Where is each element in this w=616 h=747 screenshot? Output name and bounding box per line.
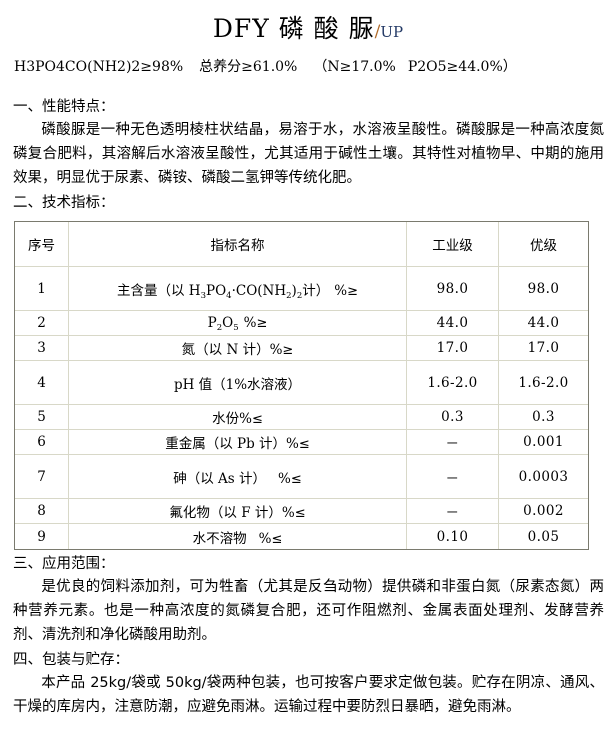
row-industrial: 17.0: [407, 336, 499, 361]
row-premium: 0.05: [499, 524, 588, 549]
table-row: 3 氮（以 N 计）%≥ 17.0 17.0: [15, 336, 588, 361]
table-row: 6 重金属（以 Pb 计）%≤ － 0.001: [15, 430, 588, 455]
table-row: 7 砷（以 As 计） %≤ － 0.0003: [15, 455, 588, 499]
row-name: 氮（以 N 计）%≥: [69, 336, 407, 361]
table-header-name: 指标名称: [69, 222, 407, 267]
row-no: 3: [15, 336, 69, 361]
table-header-premium: 优级: [499, 222, 588, 267]
row-premium: 98.0: [499, 267, 588, 311]
section-paragraph-performance: 磷酸脲是一种无色透明棱柱状结晶，易溶于水，水溶液呈酸性。磷酸脲是一种高浓度氮磷复…: [0, 118, 616, 190]
section-heading-application: 三、应用范围：: [13, 556, 115, 572]
row-name: 水不溶物 %≤: [69, 524, 407, 549]
row-industrial: 98.0: [407, 267, 499, 311]
row-industrial: 1.6-2.0: [407, 361, 499, 405]
row-premium: 0.001: [499, 430, 588, 455]
page-title-separator: /: [374, 22, 381, 42]
row-premium: 0.0003: [499, 455, 588, 499]
table-row: 1 主含量（以 H3PO4·CO(NH2)2计） %≥ 98.0 98.0: [15, 267, 588, 311]
section-heading-specs: 二、技术指标：: [13, 195, 115, 211]
row-premium: 1.6-2.0: [499, 361, 588, 405]
row-premium: 17.0: [499, 336, 588, 361]
row-premium: 0.002: [499, 499, 588, 524]
row-industrial: 0.3: [407, 405, 499, 430]
row-no: 7: [15, 455, 69, 499]
page-title-sub: UP: [380, 23, 404, 41]
row-name: pH 值（1%水溶液）: [69, 361, 407, 405]
section-paragraph-application: 是优良的饲料添加剂，可为牲畜（尤其是反刍动物）提供磷和非蛋白氮（尿素态氮）两种营…: [0, 575, 616, 647]
row-name: 氟化物（以 F 计）%≤: [69, 499, 407, 524]
section-heading-performance: 一、性能特点：: [13, 99, 115, 115]
row-industrial: 44.0: [407, 311, 499, 336]
formula-part-p2o5: P2O5≥44.0%）: [407, 59, 517, 75]
table-row: 5 水份%≤ 0.3 0.3: [15, 405, 588, 430]
row-industrial: －: [407, 499, 499, 524]
row-no: 8: [15, 499, 69, 524]
table-row: 4 pH 值（1%水溶液） 1.6-2.0 1.6-2.0: [15, 361, 588, 405]
row-no: 5: [15, 405, 69, 430]
row-name: 水份%≤: [69, 405, 407, 430]
row-no: 6: [15, 430, 69, 455]
row-name: P2O5 %≥: [69, 311, 407, 336]
row-name: 重金属（以 Pb 计）%≤: [69, 430, 407, 455]
table-header-row: 序号 指标名称 工业级 优级: [15, 222, 588, 267]
section-heading-packaging: 四、包装与贮存：: [13, 652, 129, 668]
table-row: 2 P2O5 %≥ 44.0 44.0: [15, 311, 588, 336]
section-paragraph-application-text: 是优良的饲料添加剂，可为牲畜（尤其是反刍动物）提供磷和非蛋白氮（尿素态氮）两种营…: [13, 579, 604, 643]
row-name: 主含量（以 H3PO4·CO(NH2)2计） %≥: [69, 267, 407, 311]
row-industrial: 0.10: [407, 524, 499, 549]
row-premium: 0.3: [499, 405, 588, 430]
row-no: 4: [15, 361, 69, 405]
row-no: 1: [15, 267, 69, 311]
row-no: 9: [15, 524, 69, 549]
section-paragraph-performance-text: 磷酸脲是一种无色透明棱柱状结晶，易溶于水，水溶液呈酸性。磷酸脲是一种高浓度氮磷复…: [13, 122, 604, 186]
spec-table: 序号 指标名称 工业级 优级 1 主含量（以 H3PO4·CO(NH2)2计）%…: [14, 221, 589, 550]
page-title: DFY 磷 酸 脲/UP: [0, 0, 616, 43]
section-paragraph-packaging: 本产品 25kg/袋或 50kg/袋两种包装，也可按客户要求定做包装。贮存在阴凉…: [0, 671, 616, 719]
table-header-industrial: 工业级: [407, 222, 499, 267]
row-name: 砷（以 As 计） %≤: [69, 455, 407, 499]
section-paragraph-packaging-text: 本产品 25kg/袋或 50kg/袋两种包装，也可按客户要求定做包装。贮存在阴凉…: [13, 675, 604, 715]
formula-part-total-nutrient: 总养分≥61.0%: [199, 59, 298, 75]
spec-table-container: 序号 指标名称 工业级 优级 1 主含量（以 H3PO4·CO(NH2)2计）%…: [0, 221, 616, 550]
formula-summary-line: H3PO4CO(NH2)2≥98% 总养分≥61.0% （N≥17.0% P2O5≥4…: [0, 56, 616, 76]
table-row: 8 氟化物（以 F 计）%≤ － 0.002: [15, 499, 588, 524]
row-industrial: －: [407, 430, 499, 455]
table-header-no: 序号: [15, 222, 69, 267]
table-row: 9 水不溶物 %≤ 0.10 0.05: [15, 524, 588, 549]
formula-part-nitrogen: （N≥17.0%: [313, 59, 396, 75]
row-premium: 44.0: [499, 311, 588, 336]
formula-part-main: H3PO4CO(NH2)2≥98%: [14, 59, 184, 75]
row-no: 2: [15, 311, 69, 336]
page-title-main: DFY 磷 酸 脲: [212, 14, 375, 43]
row-industrial: －: [407, 455, 499, 499]
